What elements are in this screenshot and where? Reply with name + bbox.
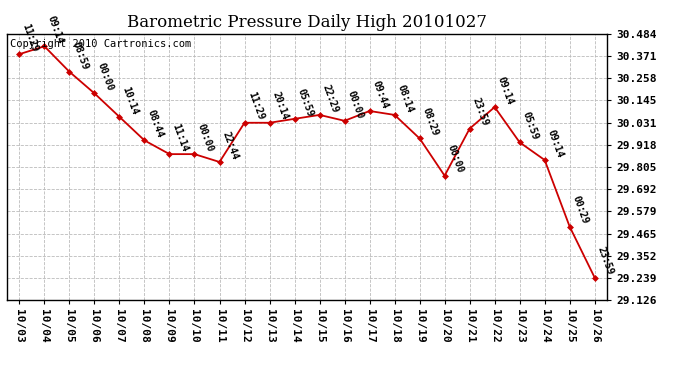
Text: 23:59: 23:59	[596, 246, 615, 277]
Text: 22:44: 22:44	[221, 130, 240, 161]
Text: 11:29: 11:29	[21, 22, 40, 53]
Text: 08:44: 08:44	[146, 108, 165, 140]
Text: 00:29: 00:29	[571, 195, 591, 226]
Text: 08:14: 08:14	[396, 83, 415, 114]
Text: 09:14: 09:14	[496, 75, 515, 106]
Text: 10:14: 10:14	[121, 85, 140, 116]
Title: Barometric Pressure Daily High 20101027: Barometric Pressure Daily High 20101027	[127, 14, 487, 31]
Text: 23:59: 23:59	[471, 97, 491, 128]
Text: 09:14: 09:14	[46, 14, 65, 45]
Text: 00:00: 00:00	[446, 144, 465, 175]
Text: 09:14: 09:14	[546, 128, 565, 159]
Text: 00:00: 00:00	[196, 122, 215, 153]
Text: 11:29: 11:29	[246, 91, 265, 122]
Text: 11:14: 11:14	[170, 122, 190, 153]
Text: 05:59: 05:59	[296, 87, 315, 118]
Text: 05:59: 05:59	[521, 110, 540, 141]
Text: 20:14: 20:14	[270, 91, 290, 122]
Text: 09:44: 09:44	[371, 79, 391, 110]
Text: 22:29: 22:29	[321, 83, 340, 114]
Text: 08:29: 08:29	[421, 106, 440, 138]
Text: 00:00: 00:00	[346, 89, 365, 120]
Text: 00:00: 00:00	[96, 62, 115, 92]
Text: 08:59: 08:59	[70, 40, 90, 71]
Text: Copyright 2010 Cartronics.com: Copyright 2010 Cartronics.com	[10, 39, 191, 49]
